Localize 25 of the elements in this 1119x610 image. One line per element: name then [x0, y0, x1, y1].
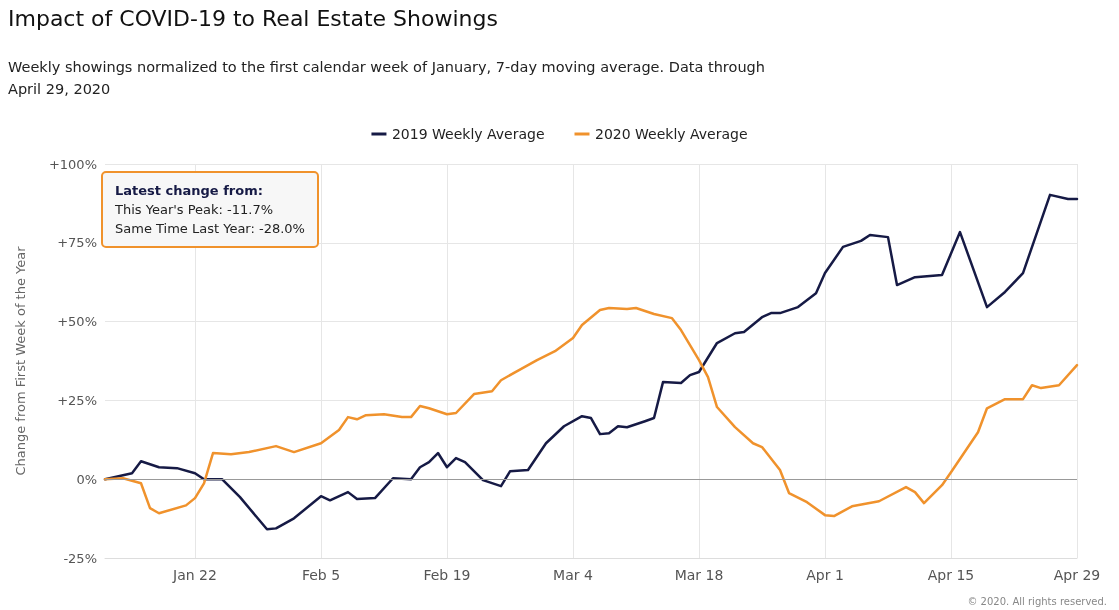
y-tick-label: +100%	[48, 156, 97, 172]
y-tick-label: -25%	[63, 550, 97, 566]
annotation: Same Time Last Year: -28.0%	[115, 220, 305, 238]
line-series	[103, 306, 1079, 518]
chart-title: Impact of COVID-19 to Real Estate Showings	[8, 6, 498, 31]
chart-subtitle: Weekly showings normalized to the first calendar week of January, 7-day moving average. Data through April 29, 2020	[8, 58, 766, 99]
x-tick-label: Feb 5	[301, 567, 341, 583]
x-tick-label: Feb 19	[423, 567, 471, 583]
annotation: This Year's Peak: -11.7%	[115, 201, 275, 219]
x-tick-label: Mar 4	[553, 567, 593, 583]
legend-label: 2020 Weekly Average	[595, 126, 748, 142]
x-tick-label: Jan 22	[172, 567, 217, 583]
note-panel: Latest change from: This Year's Peak: -11.7% Same Time Last Year: -28.0%	[101, 171, 319, 248]
x-tick-label: Apr 29	[1053, 567, 1101, 583]
y-tick-label: +50%	[57, 314, 97, 330]
y-tick-label: 0%	[76, 471, 97, 487]
x-tick-label: Mar 18	[674, 567, 724, 583]
legend-label: 2019 Weekly Average	[391, 126, 545, 142]
y-tick-label: +75%	[57, 235, 97, 251]
x-tick-label: Apr 1	[806, 567, 844, 583]
y-tick-label: +25%	[57, 392, 97, 408]
text: © 2020. All rights reserved.	[967, 595, 1107, 607]
annotation: Latest change from:	[115, 182, 264, 200]
x-tick-label: Apr 15	[927, 567, 975, 583]
y-axis-title: Change from First Week of the Year	[13, 245, 28, 476]
